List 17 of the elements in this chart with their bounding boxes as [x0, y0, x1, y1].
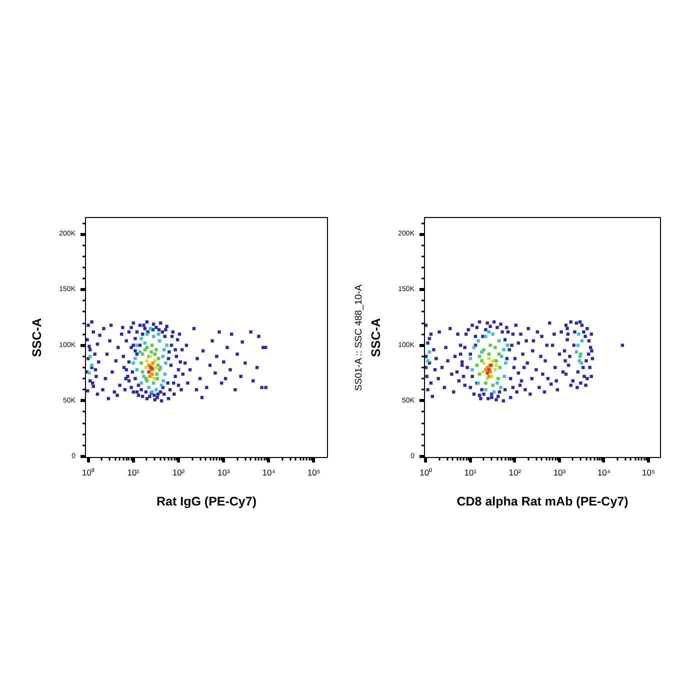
x-tick-label: 10⁰ [420, 468, 432, 478]
x-tick-label: 10² [508, 468, 522, 478]
x-tick-label: 10² [172, 468, 185, 478]
y-axis-title: SSC-A [30, 318, 44, 357]
x-tick-label: 10³ [217, 468, 230, 478]
x-tick-label: 10⁰ [82, 468, 94, 478]
y-axis-title: SSC-A [369, 318, 384, 357]
x-tick-label: 10¹ [464, 468, 477, 478]
x-tick-label: 10⁴ [262, 468, 276, 478]
x-tick-label: 10⁵ [307, 468, 320, 478]
x-tick-label: 10⁵ [642, 468, 655, 478]
x-axis-title: Rat IgG (PE-Cy7) [156, 494, 257, 508]
x-tick-label: 10³ [553, 468, 566, 478]
text: SS01-A :: SSC 488_10-A [354, 284, 364, 391]
x-tick-label: 10⁴ [597, 468, 611, 478]
x-axis-title: CD8 alpha Rat mAb (PE-Cy7) [456, 494, 628, 508]
x-tick-label: 10¹ [127, 468, 140, 478]
